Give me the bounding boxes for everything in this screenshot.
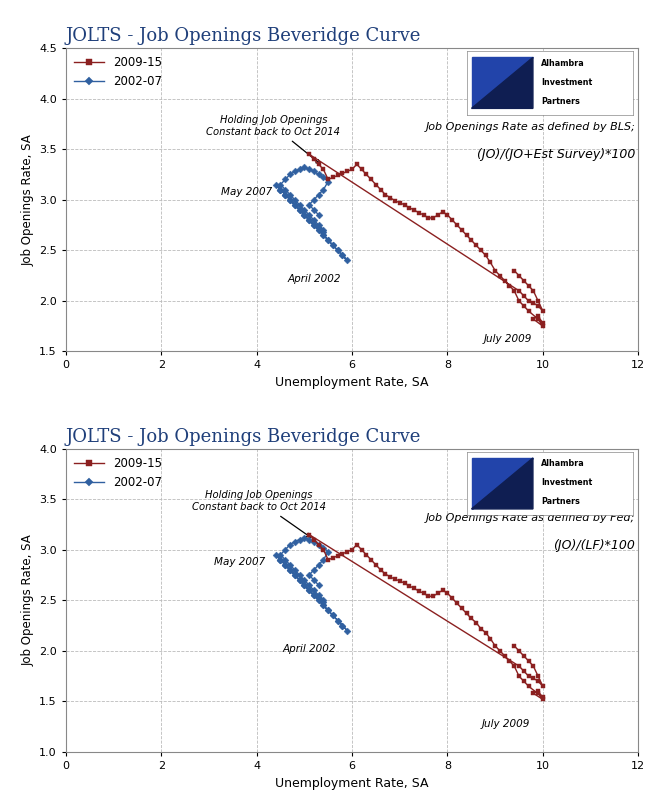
Text: May 2007: May 2007: [214, 557, 265, 567]
Text: July 2009: July 2009: [483, 334, 532, 344]
Text: JOLTS - Job Openings Beveridge Curve: JOLTS - Job Openings Beveridge Curve: [66, 428, 421, 446]
Text: April 2002: April 2002: [288, 274, 341, 284]
Text: Job Openings Rate as defined by Fed;: Job Openings Rate as defined by Fed;: [426, 514, 636, 523]
Text: JOLTS - Job Openings Beveridge Curve: JOLTS - Job Openings Beveridge Curve: [66, 27, 421, 45]
Text: Holding Job Openings
Constant back to Oct 2014: Holding Job Openings Constant back to Oc…: [207, 115, 340, 164]
Legend: 2009-15, 2002-07: 2009-15, 2002-07: [72, 54, 164, 90]
Text: Holding Job Openings
Constant back to Oct 2014: Holding Job Openings Constant back to Oc…: [192, 490, 326, 537]
Text: July 2009: July 2009: [482, 718, 530, 729]
X-axis label: Unemployment Rate, SA: Unemployment Rate, SA: [275, 777, 429, 790]
Text: April 2002: April 2002: [283, 644, 336, 654]
X-axis label: Unemployment Rate, SA: Unemployment Rate, SA: [275, 376, 429, 389]
Text: (JO)/(JO+Est Survey)*100: (JO)/(JO+Est Survey)*100: [477, 148, 636, 161]
Y-axis label: Job Openings Rate, SA: Job Openings Rate, SA: [22, 534, 35, 666]
Legend: 2009-15, 2002-07: 2009-15, 2002-07: [72, 454, 164, 491]
Text: (JO)/(LF)*100: (JO)/(LF)*100: [553, 539, 636, 552]
Text: Job Openings Rate as defined by BLS;: Job Openings Rate as defined by BLS;: [426, 122, 636, 132]
Text: May 2007: May 2007: [221, 186, 272, 197]
Y-axis label: Job Openings Rate, SA: Job Openings Rate, SA: [22, 134, 35, 266]
